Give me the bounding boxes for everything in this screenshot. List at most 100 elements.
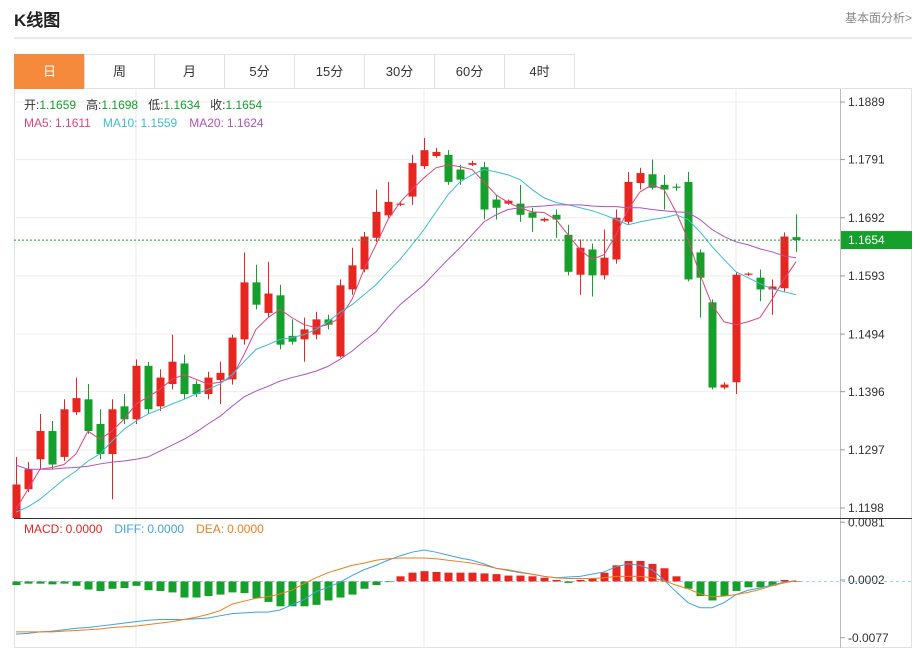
candle-body — [180, 363, 189, 395]
candle-body — [660, 184, 669, 190]
candle-body — [672, 186, 681, 188]
macd-bar — [768, 581, 777, 586]
candle-body — [792, 237, 801, 241]
candle-body — [456, 169, 465, 180]
macd-bar — [564, 581, 573, 583]
macd-bar — [72, 581, 81, 586]
y-tick-label: 1.1791 — [848, 153, 885, 167]
macd-bar — [552, 579, 561, 582]
y-tick-label: 1.1198 — [848, 501, 884, 515]
macd-bar — [348, 581, 357, 595]
macd-bar — [156, 581, 165, 591]
candle-body — [744, 273, 753, 275]
readout-value: 1.1659 — [39, 98, 76, 112]
candle-body — [780, 236, 789, 289]
candle-body — [72, 398, 81, 413]
ma-line — [15, 164, 797, 510]
period-tab[interactable]: 周 — [84, 54, 154, 89]
candle-body — [168, 361, 177, 385]
macd-bar — [588, 578, 597, 582]
legend-name: MA5: — [24, 116, 52, 130]
candle-body — [408, 163, 417, 197]
macd-bar — [120, 581, 129, 589]
macd-bar — [336, 581, 345, 598]
y-tick-label: -0.0077 — [848, 631, 889, 645]
period-tab[interactable]: 4时 — [504, 54, 575, 89]
macd-bar — [60, 581, 69, 584]
macd-bar — [216, 581, 225, 595]
fundamentals-link[interactable]: 基本面分析> — [844, 11, 912, 25]
macd-bar — [792, 581, 801, 582]
macd-bar — [300, 581, 309, 607]
candle-body — [12, 484, 21, 518]
candle-body — [696, 252, 705, 278]
macd-bar — [252, 581, 261, 599]
candle-body — [240, 282, 249, 340]
candle-body — [228, 337, 237, 380]
candle-body — [156, 377, 165, 407]
period-tab[interactable]: 15分 — [294, 54, 364, 89]
macd-bar — [168, 581, 177, 593]
macd-bar — [660, 568, 669, 582]
legend-name: MACD: — [24, 522, 63, 536]
legend-name: DEA: — [196, 522, 224, 536]
y-tick-label: 1.1889 — [848, 95, 885, 109]
macd-bar — [240, 581, 249, 594]
candle-body — [60, 409, 69, 457]
candle-body — [372, 211, 381, 238]
candle-body — [432, 151, 441, 157]
macd-bar — [468, 572, 477, 582]
macd-bar — [636, 560, 645, 582]
readout-label: 开: — [24, 98, 39, 112]
macd-line — [15, 549, 797, 635]
candle-body — [264, 293, 273, 313]
macd-bar — [420, 571, 429, 582]
ma-line — [15, 169, 797, 513]
candle-body — [276, 295, 285, 345]
candle-body — [612, 217, 621, 260]
candle-body — [636, 173, 645, 184]
legend-value: 1.1624 — [227, 116, 264, 130]
macd-bar — [456, 572, 465, 582]
candle-body — [552, 214, 561, 220]
readout-value: 1.1698 — [101, 98, 138, 112]
macd-bar — [36, 581, 45, 584]
macd-bar — [228, 581, 237, 593]
readout-label: 收: — [210, 98, 225, 112]
macd-bar — [24, 581, 33, 584]
macd-bar — [360, 581, 369, 589]
ma-line — [15, 204, 797, 470]
period-tab[interactable]: 日 — [14, 54, 84, 89]
candle-body — [720, 384, 729, 388]
macd-bar — [756, 581, 765, 588]
period-tab[interactable]: 30分 — [364, 54, 434, 89]
candle-body — [132, 365, 141, 420]
period-tab[interactable]: 月 — [154, 54, 224, 89]
macd-bar — [504, 575, 513, 582]
candle-body — [540, 218, 549, 221]
macd-bar — [576, 579, 585, 582]
y-tick-label: 0.0081 — [848, 515, 885, 529]
candle-body — [348, 265, 357, 290]
period-tab[interactable]: 5分 — [224, 54, 294, 89]
readout-label: 高: — [86, 97, 101, 112]
candle-body — [708, 302, 717, 388]
candle-body — [624, 181, 633, 222]
period-tab[interactable]: 60分 — [434, 54, 504, 89]
readout-value: 1.1654 — [225, 98, 262, 112]
candle-body — [324, 319, 333, 325]
macd-bar — [684, 581, 693, 589]
candle-body — [420, 150, 429, 167]
macd-bar — [396, 576, 405, 582]
macd-bar — [600, 572, 609, 582]
candle-body — [576, 247, 585, 275]
macd-bar — [180, 581, 189, 598]
macd-bar — [696, 581, 705, 597]
macd-bar — [444, 572, 453, 582]
legend-value: 1.1559 — [141, 116, 178, 130]
macd-bar — [432, 571, 441, 582]
macd-bar — [324, 581, 333, 601]
candle-body — [768, 286, 777, 290]
